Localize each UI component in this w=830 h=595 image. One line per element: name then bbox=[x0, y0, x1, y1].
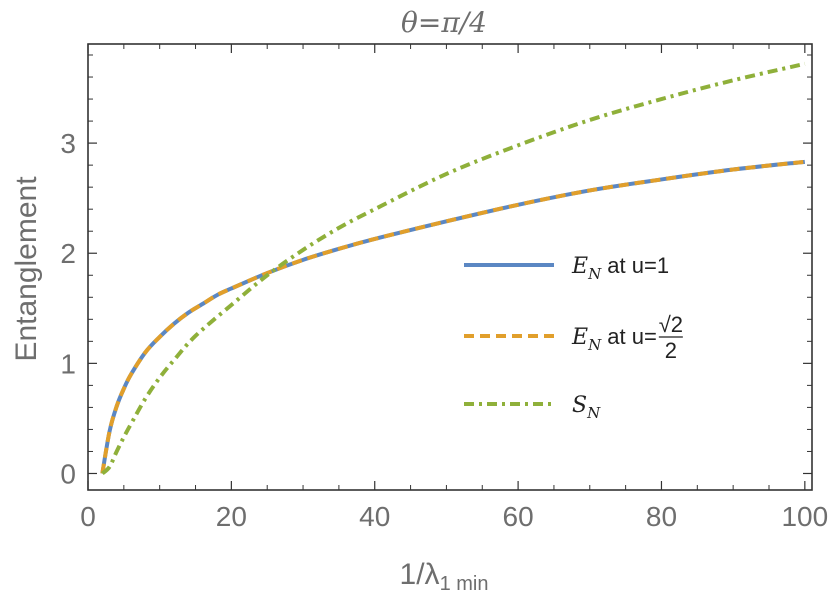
x-tick-label: 80 bbox=[646, 501, 677, 532]
legend-label-subscript: N bbox=[587, 265, 602, 283]
legend-label: EN at u=1 bbox=[571, 253, 669, 283]
x-tick-label: 100 bbox=[781, 501, 828, 532]
x-tick-label: 0 bbox=[80, 501, 96, 532]
legend-label: SN bbox=[572, 393, 601, 422]
x-axis-title-main: 1/λ bbox=[400, 558, 440, 591]
y-tick-label: 3 bbox=[60, 128, 76, 159]
y-tick-label: 1 bbox=[60, 348, 76, 379]
x-axis-ticks: 0 20 40 60 80 100 bbox=[80, 44, 828, 532]
x-axis-title-sub: 1 min bbox=[440, 573, 489, 595]
legend-label-subscript: N bbox=[587, 336, 602, 354]
legend-label-text: at u=1 bbox=[601, 253, 669, 278]
y-tick-label: 0 bbox=[60, 458, 76, 489]
chart-title: θ=π/4 bbox=[401, 6, 487, 39]
x-tick-label: 60 bbox=[503, 501, 534, 532]
legend-label-subscript: N bbox=[586, 404, 601, 422]
series-en-u1-line bbox=[100, 159, 806, 474]
legend-label: EN at u= bbox=[571, 324, 657, 354]
x-axis-title: 1/λ1 min bbox=[400, 558, 489, 595]
series-sn-line bbox=[100, 61, 806, 476]
legend-label-symbol: E bbox=[571, 325, 588, 350]
y-axis-ticks: 0 1 2 3 bbox=[60, 54, 812, 489]
y-axis-title: Entanglement bbox=[10, 176, 43, 362]
legend-label-text: at u= bbox=[601, 324, 657, 349]
legend-frac-denominator: 2 bbox=[665, 338, 677, 363]
series-en-u-sqrt2-line bbox=[100, 159, 806, 474]
legend-frac-numerator: √2 bbox=[659, 312, 683, 337]
x-tick-label: 40 bbox=[359, 501, 390, 532]
legend-label-symbol: S bbox=[572, 393, 587, 418]
legend-label-symbol: E bbox=[571, 254, 588, 279]
plot-frame bbox=[87, 43, 813, 491]
series-layer bbox=[100, 61, 806, 476]
y-tick-label: 2 bbox=[60, 238, 76, 269]
x-tick-label: 20 bbox=[216, 501, 247, 532]
